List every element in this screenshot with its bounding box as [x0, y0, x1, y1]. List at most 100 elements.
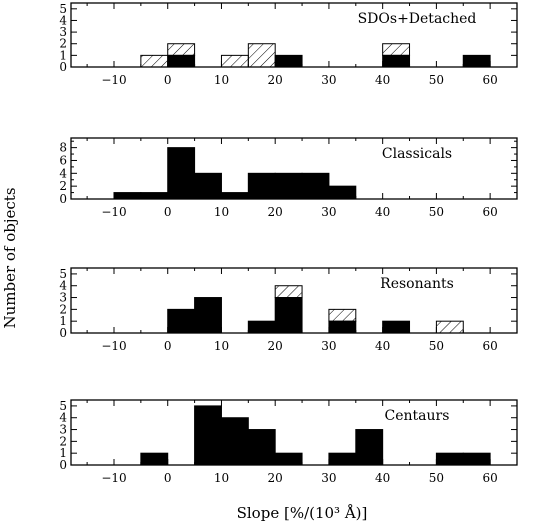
x-tick-label: −10 — [101, 73, 126, 87]
panel-label: Centaurs — [385, 408, 450, 424]
y-tick-label: 0 — [59, 458, 67, 472]
bar-solid — [220, 192, 249, 200]
x-tick-label: 50 — [429, 73, 444, 87]
x-tick-label: 0 — [164, 471, 172, 485]
x-tick-label: 10 — [214, 471, 229, 485]
bar-hatched — [247, 43, 276, 68]
panel-label: Classicals — [382, 146, 452, 162]
x-tick-label: 10 — [214, 73, 229, 87]
bar-solid — [355, 429, 384, 466]
x-tick-label: 20 — [268, 73, 283, 87]
y-tick-label: 2 — [59, 434, 67, 448]
panel-frame — [70, 399, 518, 466]
x-tick-label: 0 — [164, 339, 172, 353]
y-tick-label: 5 — [59, 2, 67, 16]
panel-label: SDOs+Detached — [358, 11, 477, 27]
bar-hatched — [382, 43, 411, 56]
y-axis-title: Number of objects — [1, 187, 19, 328]
x-tick-label: 0 — [164, 73, 172, 87]
bar-solid — [328, 452, 357, 466]
bar-solid — [328, 185, 357, 200]
x-tick-label: 40 — [375, 471, 390, 485]
bar-hatched — [167, 43, 196, 56]
bar-solid — [167, 147, 196, 200]
bar-solid — [167, 308, 196, 334]
bar-hatched — [220, 54, 249, 68]
x-tick-label: 60 — [482, 205, 497, 219]
x-tick-label: 30 — [321, 471, 336, 485]
x-tick-label: 30 — [321, 73, 336, 87]
y-tick-label: 1 — [59, 446, 67, 460]
bar-solid — [274, 297, 303, 334]
bar-solid — [140, 452, 169, 466]
y-tick-label: 3 — [59, 25, 67, 39]
y-tick-label: 0 — [59, 192, 67, 206]
x-tick-label: 50 — [429, 471, 444, 485]
bar-solid — [382, 54, 411, 68]
y-tick-label: 5 — [59, 267, 67, 281]
x-tick-label: −10 — [101, 471, 126, 485]
y-tick-label: 4 — [59, 166, 67, 180]
x-tick-label: 60 — [482, 471, 497, 485]
y-tick-label: 5 — [59, 399, 67, 413]
bar-hatched — [140, 54, 169, 68]
x-tick-label: 30 — [321, 205, 336, 219]
bar-solid — [247, 429, 276, 466]
bar-solid — [113, 192, 142, 200]
panel-label: Resonants — [380, 276, 454, 292]
bar-solid — [140, 192, 169, 200]
bar-solid — [247, 172, 276, 200]
y-tick-label: 2 — [59, 302, 67, 316]
x-tick-label: 50 — [429, 205, 444, 219]
y-tick-label: 6 — [59, 153, 67, 167]
bar-solid — [194, 297, 222, 334]
bar-solid — [301, 172, 330, 200]
bar-hatched — [435, 320, 464, 334]
bar-solid — [435, 452, 464, 466]
bar-solid — [274, 54, 303, 68]
x-tick-label: 20 — [268, 205, 283, 219]
bar-hatched — [328, 308, 357, 322]
y-tick-label: 1 — [59, 48, 67, 62]
x-tick-label: 30 — [321, 339, 336, 353]
bar-solid — [462, 54, 491, 68]
y-tick-label: 2 — [59, 179, 67, 193]
y-tick-label: 4 — [59, 279, 67, 293]
bar-hatched — [274, 285, 303, 299]
y-tick-label: 0 — [59, 326, 67, 340]
x-axis-title: Slope [%/(10³ Å)] — [237, 504, 368, 522]
y-tick-label: 0 — [59, 60, 67, 74]
bar-solid — [194, 405, 222, 466]
bar-solid — [328, 320, 357, 334]
bar-solid — [462, 452, 491, 466]
x-tick-label: 20 — [268, 339, 283, 353]
x-tick-label: 40 — [375, 339, 390, 353]
y-tick-label: 4 — [59, 411, 67, 425]
y-tick-label: 4 — [59, 13, 67, 27]
y-tick-label: 3 — [59, 423, 67, 437]
panel-frame — [70, 137, 518, 200]
x-tick-label: 0 — [164, 205, 172, 219]
x-tick-label: 10 — [214, 205, 229, 219]
y-tick-label: 1 — [59, 314, 67, 328]
bar-solid — [247, 320, 276, 334]
bar-solid — [274, 172, 303, 200]
bar-solid — [382, 320, 411, 334]
x-tick-label: −10 — [101, 205, 126, 219]
y-tick-label: 8 — [59, 141, 67, 155]
x-tick-label: 10 — [214, 339, 229, 353]
bar-solid — [167, 54, 196, 68]
x-tick-label: 40 — [375, 205, 390, 219]
x-tick-label: 50 — [429, 339, 444, 353]
panel-frame — [70, 2, 518, 68]
panel-frame — [70, 267, 518, 334]
y-tick-label: 2 — [59, 37, 67, 51]
bar-solid — [274, 452, 303, 466]
x-tick-label: −10 — [101, 339, 126, 353]
bar-solid — [220, 417, 249, 466]
